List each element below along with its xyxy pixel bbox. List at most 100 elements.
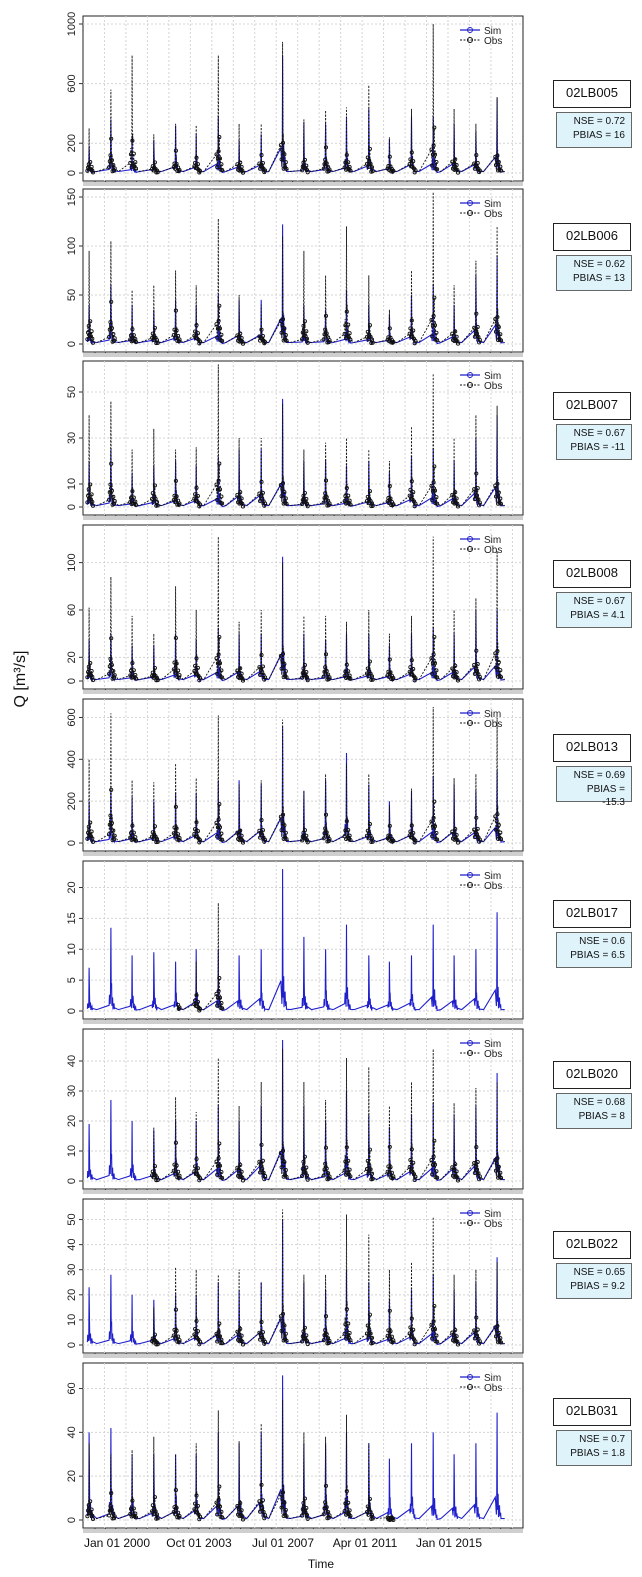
- legend-label-sim: Sim: [484, 1039, 501, 1050]
- obs-point: [174, 1163, 179, 1168]
- obs-point: [155, 839, 160, 844]
- obs-point: [263, 1174, 268, 1179]
- x-axis-band: [83, 852, 523, 856]
- station-id-label: 02LB031: [553, 1398, 631, 1426]
- obs-point: [284, 1338, 289, 1343]
- obs-point: [215, 1504, 220, 1509]
- obs-point: [429, 147, 434, 152]
- obs-point: [130, 489, 135, 494]
- obs-point: [259, 153, 264, 158]
- x-axis-label: Time: [307, 1557, 335, 1571]
- obs-point: [453, 827, 458, 832]
- obs-point: [195, 162, 200, 167]
- obs-point: [475, 662, 480, 667]
- obs-point: [197, 168, 203, 173]
- obs-point: [326, 1340, 331, 1346]
- obs-point: [133, 502, 139, 507]
- obs-point: [219, 162, 224, 167]
- obs-point: [85, 337, 90, 342]
- obs-point: [370, 1176, 375, 1181]
- obs-point: [429, 1158, 434, 1163]
- obs-point: [88, 1499, 93, 1504]
- obs-point: [324, 331, 329, 336]
- obs-point: [326, 839, 331, 844]
- y-tick-label: 100: [66, 553, 78, 571]
- obs-point: [193, 663, 198, 668]
- obs-point: [324, 830, 329, 835]
- obs-point: [498, 1175, 504, 1180]
- obs-point: [282, 152, 287, 157]
- obs-point: [177, 337, 182, 342]
- obs-point: [173, 308, 178, 313]
- y-tick-label: 40: [66, 1426, 78, 1438]
- obs-point: [391, 1174, 396, 1179]
- obs-point: [323, 157, 328, 162]
- obs-point: [496, 1331, 501, 1336]
- legend-label-obs: Obs: [484, 1219, 502, 1230]
- obs-point: [216, 318, 221, 323]
- obs-point: [130, 327, 135, 332]
- obs-point: [302, 319, 307, 324]
- obs-point: [176, 1334, 181, 1339]
- obs-point: [279, 157, 284, 162]
- obs-point: [217, 995, 223, 1000]
- obs-point: [283, 1168, 288, 1173]
- obs-point: [493, 814, 498, 819]
- obs-point: [408, 1325, 413, 1330]
- obs-point: [408, 1157, 413, 1163]
- obs-point: [128, 160, 133, 165]
- obs-point: [280, 147, 285, 152]
- obs-point: [305, 840, 310, 845]
- obs-point: [301, 1500, 306, 1506]
- obs-point: [197, 1517, 202, 1522]
- obs-point: [493, 494, 499, 499]
- station-id-label: 02LB017: [553, 900, 631, 928]
- obs-point: [214, 1500, 219, 1505]
- obs-point: [368, 1167, 373, 1172]
- obs-point: [86, 323, 91, 328]
- obs-point: [108, 320, 113, 325]
- legend-marker-sim: [467, 536, 473, 542]
- obs-point: [194, 323, 199, 328]
- nse-value: NSE = 0.67: [573, 428, 625, 439]
- y-tick-label: 0: [66, 840, 78, 846]
- obs-point: [216, 478, 221, 483]
- obs-point: [193, 1164, 198, 1169]
- obs-point: [259, 1482, 264, 1487]
- plot-frame: [82, 15, 524, 182]
- obs-point: [172, 493, 177, 498]
- obs-point: [435, 1339, 440, 1344]
- y-tick-label: 30: [66, 432, 78, 444]
- nse-value: NSE = 0.69: [573, 770, 625, 781]
- obs-point: [260, 490, 265, 495]
- obs-point: [430, 1172, 435, 1177]
- obs-point: [367, 822, 372, 827]
- obs-point: [347, 331, 352, 336]
- obs-point: [412, 678, 417, 683]
- y-tick-label: 10: [66, 478, 78, 490]
- obs-point: [154, 1175, 160, 1180]
- obs-point: [494, 321, 499, 326]
- obs-point: [216, 817, 221, 822]
- station-id-label: 02LB006: [553, 223, 631, 251]
- obs-point: [278, 814, 283, 819]
- x-axis-ticks: Jan 01 2000 Oct 01 2003 Jul 01 2007 Apr …: [0, 1536, 642, 1556]
- obs-point: [327, 1339, 332, 1344]
- obs-point: [408, 487, 413, 492]
- obs-point: [173, 1488, 178, 1493]
- obs-point: [386, 669, 391, 674]
- obs-point: [386, 335, 391, 340]
- obs-point: [477, 674, 482, 679]
- obs-point: [367, 323, 372, 328]
- obs-point: [494, 656, 499, 661]
- obs-point: [215, 335, 220, 340]
- obs-point: [88, 820, 93, 825]
- obs-point: [177, 501, 182, 506]
- obs-point: [280, 658, 285, 663]
- legend-marker-sim: [467, 1374, 473, 1380]
- obs-point: [177, 1338, 182, 1343]
- obs-point: [173, 1307, 178, 1312]
- obs-point: [301, 1329, 306, 1334]
- obs-point: [455, 1178, 461, 1183]
